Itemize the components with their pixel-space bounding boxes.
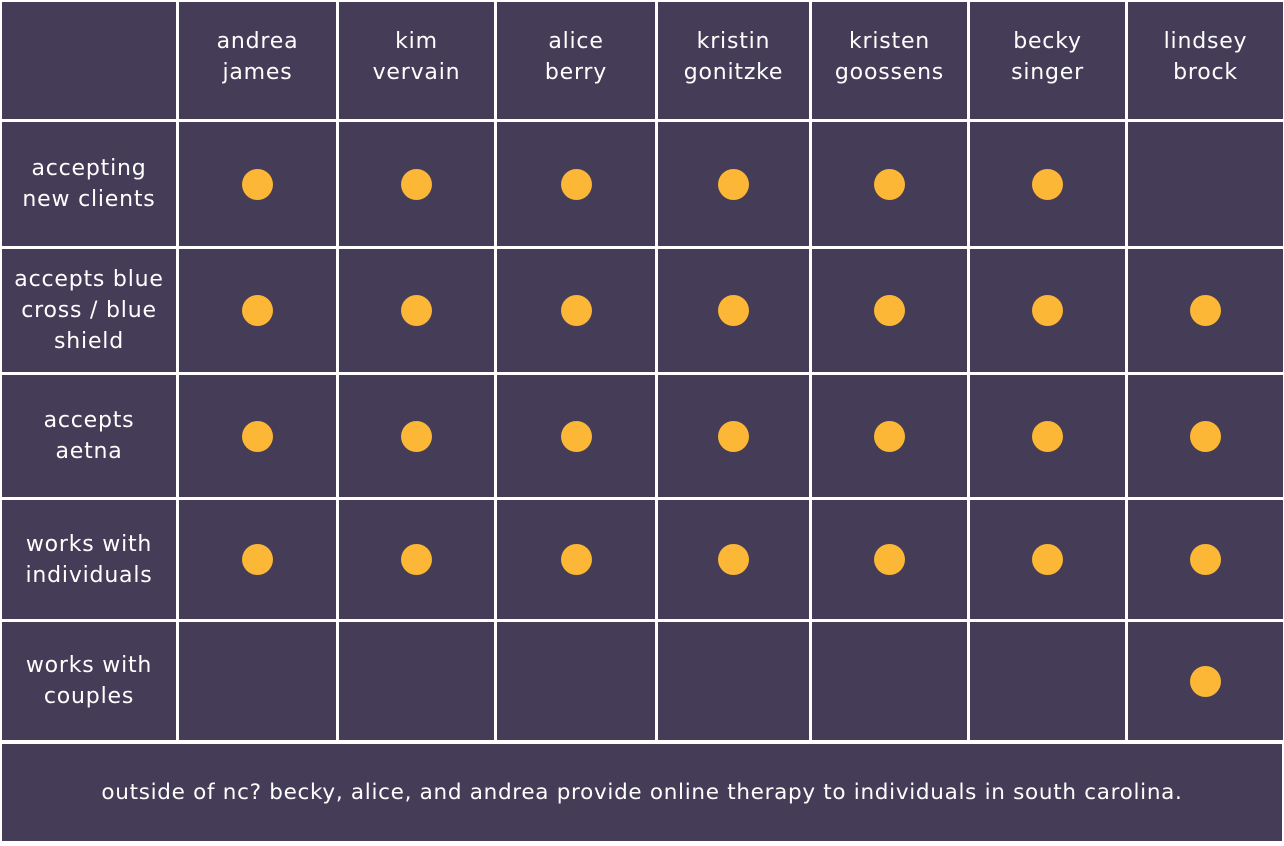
table-cell: [339, 249, 494, 372]
column-header: andrea james: [179, 2, 336, 119]
table-cell: [970, 622, 1125, 740]
table-cell: [1128, 375, 1283, 497]
table-cell: [497, 500, 655, 619]
check-dot-icon: [242, 168, 273, 200]
check-dot-icon: [874, 168, 905, 200]
check-dot-icon: [560, 420, 592, 452]
table-cell: [658, 249, 809, 372]
check-dot-icon: [874, 295, 905, 326]
check-dot-icon: [1032, 295, 1063, 326]
therapist-name: alice berry: [544, 29, 608, 85]
table-cell: [970, 500, 1125, 619]
therapist-name: kristen goossens: [834, 29, 945, 85]
check-dot-icon: [1190, 295, 1221, 326]
therapist-name: andrea james: [216, 29, 299, 85]
column-header: kristen goossens: [812, 2, 967, 119]
check-dot-icon: [718, 544, 749, 575]
table-cell: [970, 249, 1125, 372]
table-cell: [179, 622, 336, 740]
table-cell: [497, 622, 655, 740]
table-cell: [339, 375, 494, 497]
table-cell: [1128, 500, 1283, 619]
table-cell: [497, 249, 655, 372]
therapist-name: kim vervain: [372, 29, 461, 85]
row-label-text: works with individuals: [25, 531, 153, 588]
column-header: lindsey brock: [1128, 2, 1283, 119]
therapist-name: becky singer: [1011, 29, 1084, 85]
check-dot-icon: [401, 168, 432, 200]
table-cell: [1128, 249, 1283, 372]
check-dot-icon: [718, 295, 749, 326]
table-cell: [812, 122, 967, 246]
check-dot-icon: [1032, 168, 1063, 200]
table-cell: [339, 500, 494, 619]
table-cell: [812, 375, 967, 497]
table-cell: [658, 375, 809, 497]
check-dot-icon: [560, 544, 592, 575]
column-header: alice berry: [497, 2, 655, 119]
check-dot-icon: [874, 420, 905, 452]
check-dot-icon: [1032, 544, 1063, 575]
check-dot-icon: [1190, 544, 1221, 575]
check-dot-icon: [1032, 420, 1063, 452]
check-dot-icon: [560, 168, 592, 200]
check-dot-icon: [242, 295, 273, 326]
check-dot-icon: [242, 420, 273, 452]
table-cell: [497, 122, 655, 246]
check-dot-icon: [1190, 665, 1221, 697]
column-header: kim vervain: [339, 2, 494, 119]
table-cell: [970, 375, 1125, 497]
check-dot-icon: [242, 544, 273, 575]
column-header: becky singer: [970, 2, 1125, 119]
row-label-text: accepting new clients: [22, 156, 156, 212]
check-dot-icon: [718, 420, 749, 452]
table-cell: [339, 122, 494, 246]
table-cell: [179, 500, 336, 619]
row-label: accepts aetna: [2, 375, 176, 497]
table-cell: [658, 622, 809, 740]
table-cell: [658, 122, 809, 246]
row-label: works with couples: [2, 622, 176, 740]
table-cell: [497, 375, 655, 497]
corner-cell: [2, 2, 176, 119]
table-cell: [812, 622, 967, 740]
check-dot-icon: [401, 544, 432, 575]
column-header: kristin gonitzke: [658, 2, 809, 119]
check-dot-icon: [401, 295, 432, 326]
check-dot-icon: [401, 420, 432, 452]
row-label: accepting new clients: [2, 122, 176, 246]
check-dot-icon: [874, 544, 905, 575]
check-dot-icon: [718, 168, 749, 200]
check-dot-icon: [1190, 420, 1221, 452]
table-cell: [812, 249, 967, 372]
table-cell: [658, 500, 809, 619]
table-cell: [339, 622, 494, 740]
check-dot-icon: [560, 295, 592, 326]
row-label: works with individuals: [2, 500, 176, 619]
row-label: accepts blue cross / blue shield: [2, 249, 176, 372]
row-label-text: accepts aetna: [43, 408, 135, 464]
therapist-grid: andrea james kim vervain alice berry kristi…: [2, 2, 1283, 740]
table-cell: [1128, 622, 1283, 740]
table-cell: [812, 500, 967, 619]
table-cell: [1128, 122, 1283, 246]
footer-note: outside of nc? becky, alice, and andrea …: [2, 744, 1282, 841]
row-label-text: works with couples: [25, 653, 153, 709]
table-cell: [970, 122, 1125, 246]
therapist-name: kristin gonitzke: [683, 29, 784, 85]
table-cell: [179, 249, 336, 372]
table-cell: [179, 122, 336, 246]
row-label-text: accepts blue cross / blue shield: [14, 267, 164, 354]
therapist-name: lindsey brock: [1163, 29, 1248, 85]
table-cell: [179, 375, 336, 497]
